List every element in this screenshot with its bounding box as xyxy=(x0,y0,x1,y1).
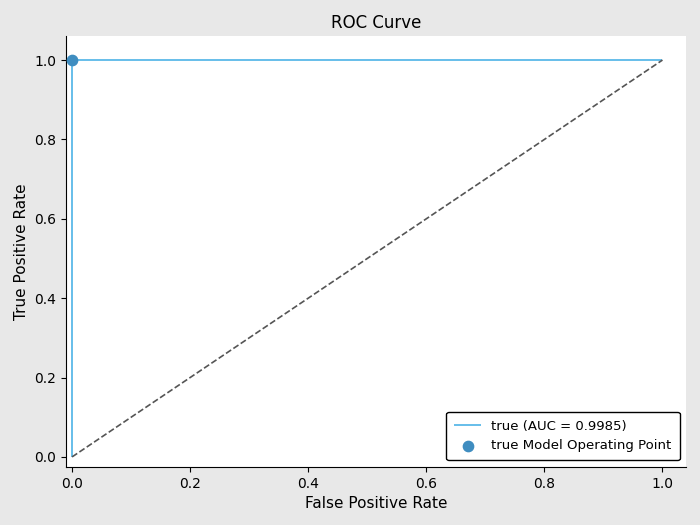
true (AUC = 0.9985) xyxy=(422,57,430,63)
true Model Operating Point xyxy=(66,56,78,64)
X-axis label: False Positive Rate: False Positive Rate xyxy=(305,496,447,511)
true (AUC = 0.9985) xyxy=(658,57,666,63)
true (AUC = 0.9985) xyxy=(68,454,76,460)
Y-axis label: True Positive Rate: True Positive Rate xyxy=(14,183,29,320)
Legend: true (AUC = 0.9985), true Model Operating Point: true (AUC = 0.9985), true Model Operatin… xyxy=(447,412,680,460)
true (AUC = 0.9985) xyxy=(68,57,76,63)
Title: ROC Curve: ROC Curve xyxy=(331,14,421,32)
Line: true (AUC = 0.9985): true (AUC = 0.9985) xyxy=(72,60,662,457)
